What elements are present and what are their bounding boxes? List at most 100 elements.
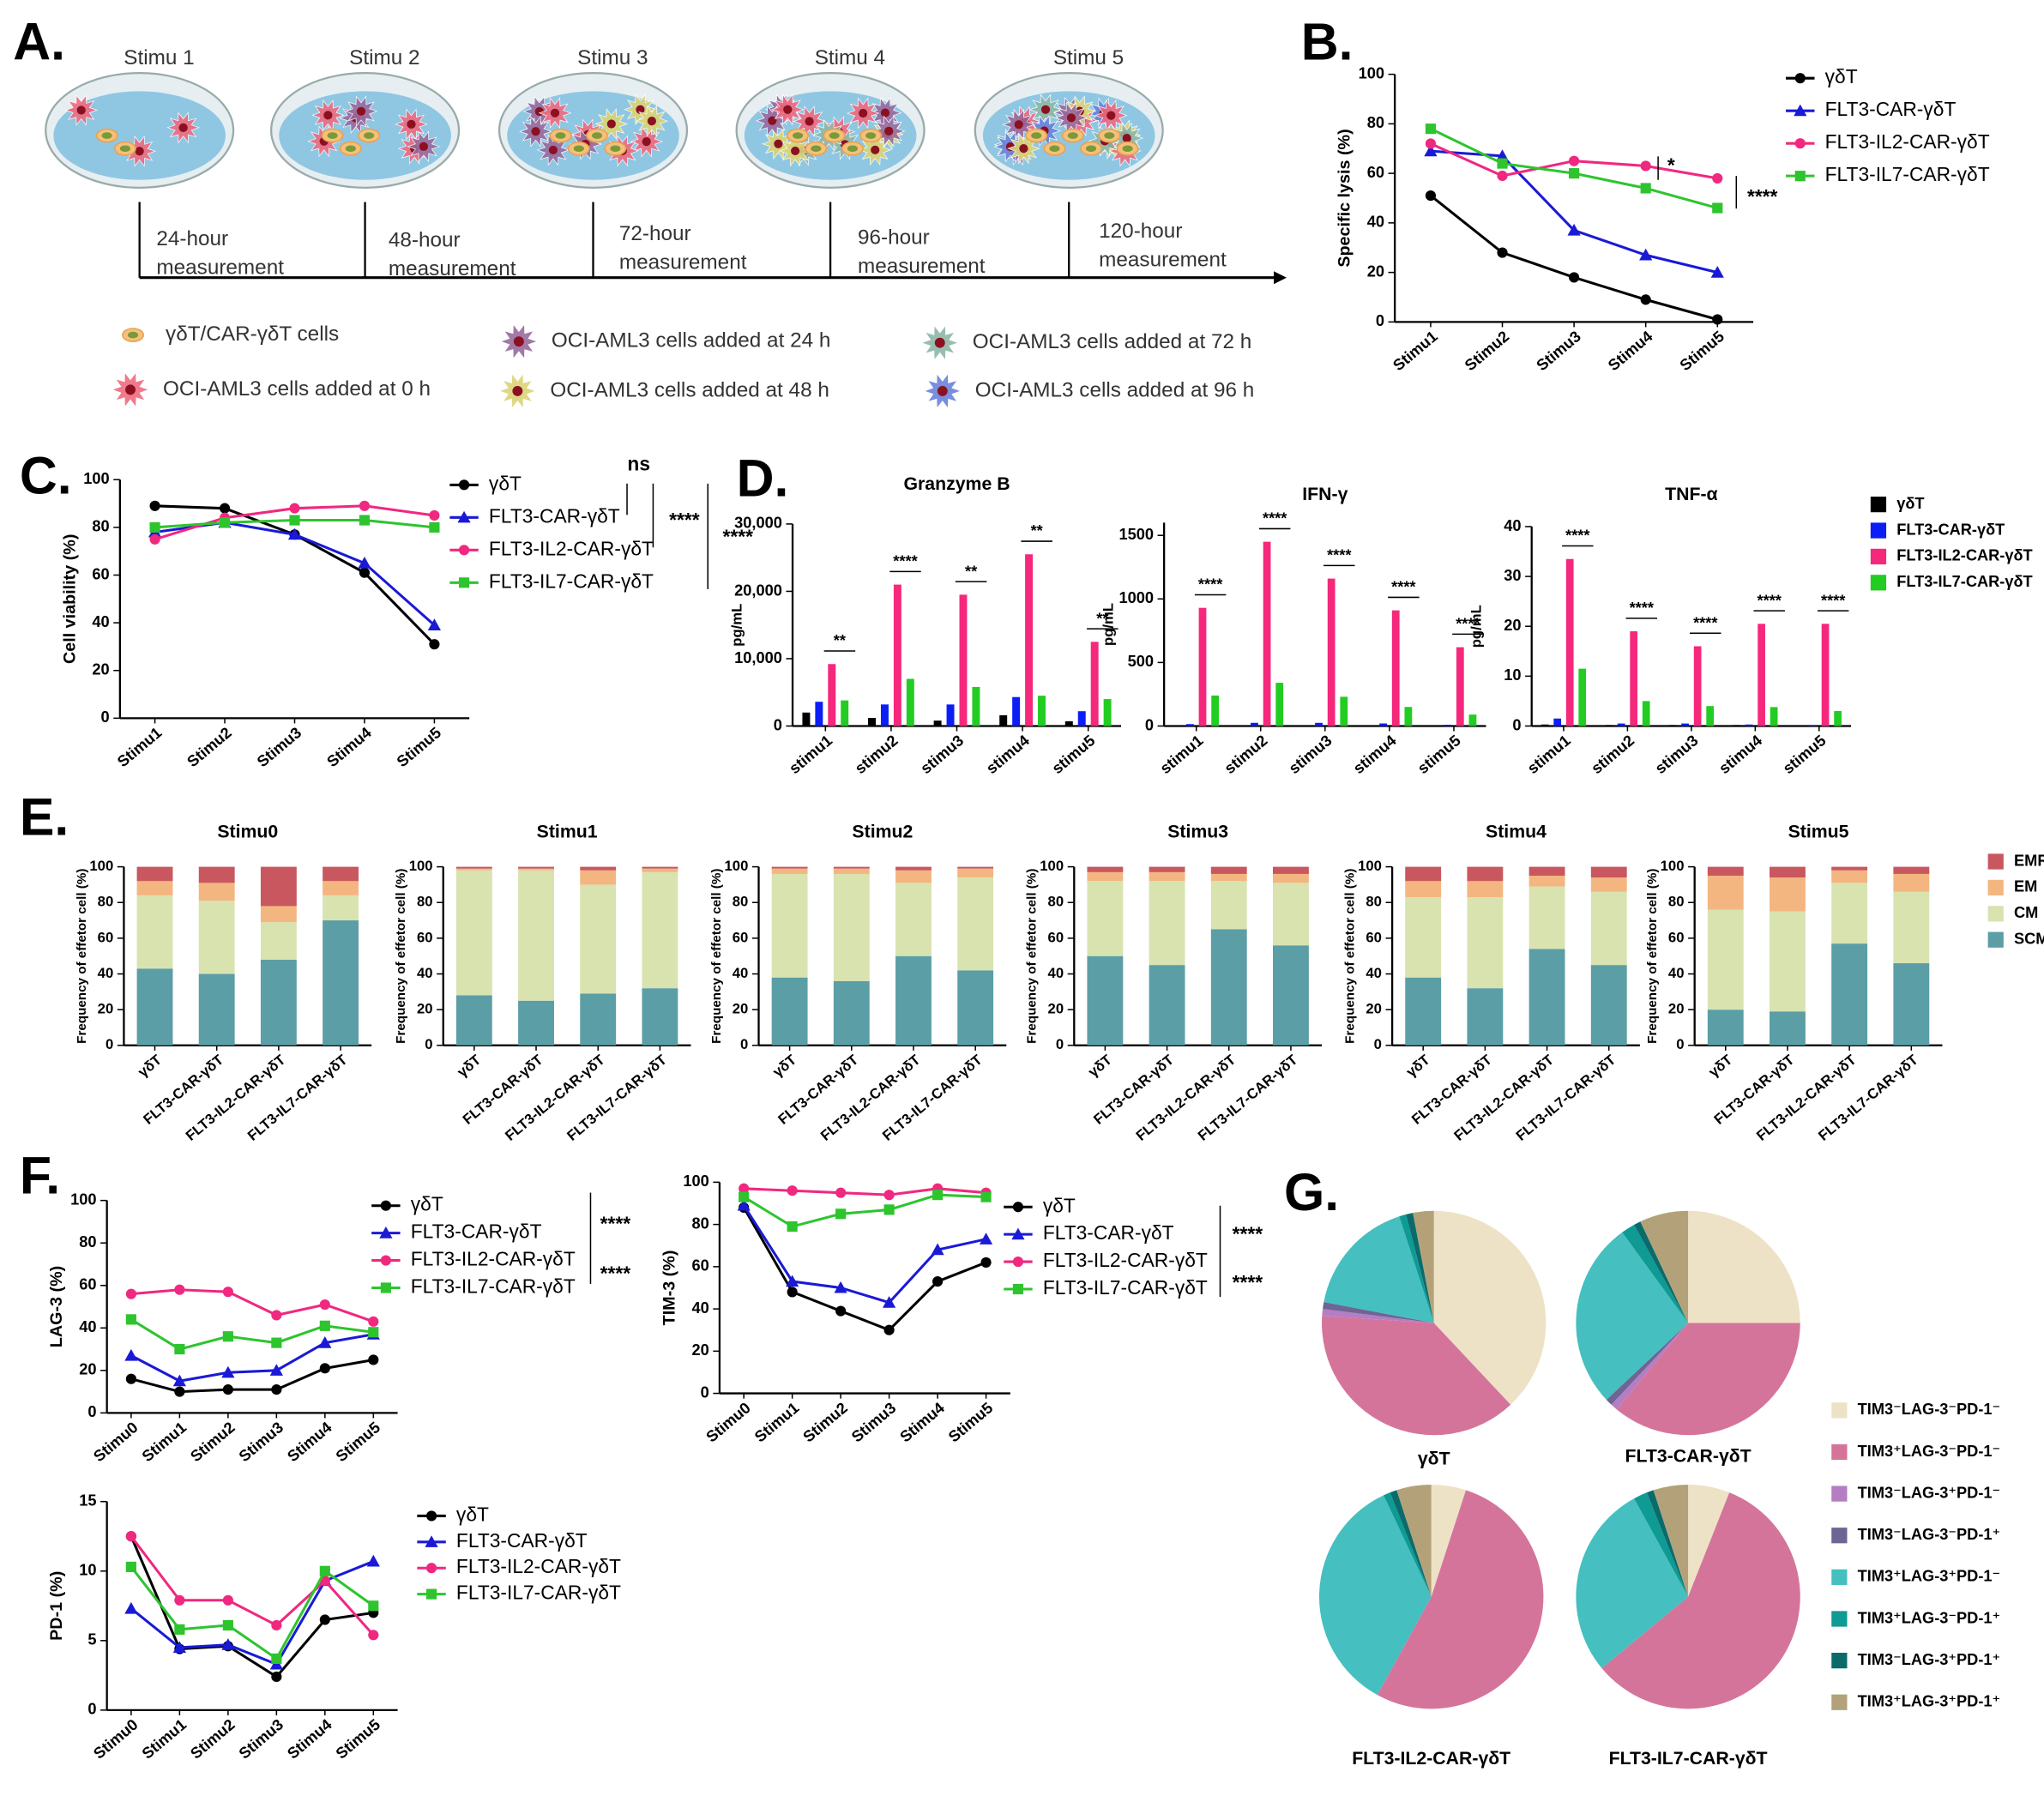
- series-line: [743, 1193, 986, 1228]
- bar: [1038, 696, 1046, 726]
- point: [1794, 104, 1807, 117]
- point: [1425, 124, 1437, 135]
- y-tick-label: 80: [733, 894, 749, 910]
- point: [1497, 247, 1508, 258]
- measurement-label: measurement: [619, 250, 747, 274]
- aml-cell-nucleus: [805, 117, 814, 126]
- bar: [1706, 706, 1715, 726]
- gd-t-cell-nucleus: [829, 132, 840, 139]
- pie-title: FLT3-IL7-CAR-γδT: [1609, 1748, 1768, 1769]
- point: [1497, 170, 1508, 182]
- bar-segment: [1528, 876, 1565, 887]
- point: [125, 1288, 136, 1299]
- point: [289, 503, 300, 514]
- bar: [1211, 695, 1220, 726]
- y-tick-label: 20: [92, 660, 109, 678]
- point: [366, 1554, 380, 1567]
- point: [368, 1316, 379, 1327]
- gd-t-cell-nucleus: [101, 132, 112, 139]
- legend-label: FLT3-CAR-γδT: [411, 1220, 542, 1243]
- point: [1425, 190, 1437, 202]
- point: [271, 1384, 282, 1395]
- series-line: [130, 1288, 374, 1323]
- bar: [1668, 725, 1677, 726]
- point: [125, 1373, 136, 1384]
- significance-label: ****: [669, 509, 700, 531]
- point: [1712, 314, 1723, 325]
- measurement-label: measurement: [1099, 248, 1227, 271]
- chart-title: Stimu0: [217, 822, 278, 842]
- bar-segment: [1149, 866, 1185, 872]
- significance-label: ****: [1233, 1271, 1263, 1293]
- legend-swatch: [1870, 575, 1887, 591]
- y-tick-label: 100: [83, 469, 109, 487]
- legend-label: TIM3⁺LAG-3⁺PD-1⁻: [1858, 1567, 2001, 1585]
- point: [359, 515, 371, 526]
- bar: [933, 720, 942, 726]
- y-tick-label: 60: [1366, 929, 1382, 945]
- bar-segment: [1831, 870, 1868, 883]
- y-tick-label: 60: [1668, 929, 1685, 945]
- pie-slice: [1576, 1232, 1689, 1400]
- legend-swatch: [1987, 853, 2004, 870]
- bar-segment: [833, 866, 870, 869]
- legend-label: γδT: [456, 1503, 489, 1525]
- point: [1567, 223, 1581, 236]
- point: [737, 1198, 751, 1211]
- point: [271, 1671, 282, 1683]
- panel-label: C.: [20, 446, 72, 504]
- bar: [1379, 723, 1387, 726]
- significance-label: ****: [893, 552, 918, 570]
- bar-segment: [1210, 881, 1247, 930]
- point: [368, 1600, 379, 1612]
- point: [457, 510, 471, 523]
- bar-segment: [1210, 929, 1247, 1046]
- point: [932, 1190, 944, 1201]
- legend-label: FLT3-IL7-CAR-γδT: [456, 1582, 621, 1604]
- bar-segment: [580, 870, 617, 885]
- legend-label: γδT: [1043, 1194, 1076, 1216]
- aml-cell-nucleus: [531, 127, 540, 136]
- y-tick-label: 0: [1056, 1036, 1064, 1052]
- y-axis-label: TIM-3 (%): [660, 1251, 678, 1326]
- bar: [1444, 724, 1452, 726]
- point: [174, 1343, 185, 1355]
- pie-slice: [1611, 1323, 1689, 1410]
- pie-slice: [1396, 1484, 1432, 1597]
- pie-slice: [1634, 1221, 1689, 1323]
- point: [271, 1310, 282, 1321]
- point: [172, 1374, 186, 1387]
- bar: [1263, 541, 1271, 726]
- bar: [1404, 707, 1413, 726]
- bar-segment: [1087, 955, 1124, 1046]
- point: [380, 1200, 391, 1211]
- y-tick-label: 80: [98, 894, 114, 910]
- y-tick-label: 60: [92, 564, 109, 582]
- bar: [1834, 711, 1842, 726]
- bar-segment: [833, 868, 870, 874]
- gd-t-cell-nucleus: [573, 145, 584, 153]
- point: [834, 1281, 847, 1293]
- aml-cell-nucleus: [135, 147, 144, 156]
- bar-segment: [1707, 909, 1744, 1010]
- legend-cell-nucleus: [513, 336, 524, 347]
- y-tick-label: 40: [733, 965, 749, 981]
- y-tick-label: 100: [683, 1172, 708, 1190]
- gd-t-cell-nucleus: [345, 145, 356, 153]
- y-tick-label: 10,000: [734, 648, 782, 666]
- legend-label: γδT: [489, 472, 522, 494]
- y-tick-label: 500: [1128, 652, 1154, 670]
- legend-label: SCM: [2014, 930, 2044, 948]
- gd-t-cell-nucleus: [1031, 132, 1042, 139]
- point: [1794, 73, 1806, 84]
- aml-cell-nucleus: [636, 105, 645, 114]
- bar-segment: [1405, 866, 1442, 882]
- point: [380, 1255, 391, 1266]
- legend-label: FLT3-IL7-CAR-γδT: [1825, 163, 1990, 185]
- pie-title: FLT3-IL2-CAR-γδT: [1352, 1748, 1510, 1769]
- bar-segment: [1893, 963, 1930, 1046]
- y-axis-label: Frequency of effetor cell (%): [394, 869, 408, 1044]
- point: [318, 1336, 332, 1348]
- gd-t-cell-nucleus: [327, 132, 338, 139]
- point: [787, 1220, 798, 1232]
